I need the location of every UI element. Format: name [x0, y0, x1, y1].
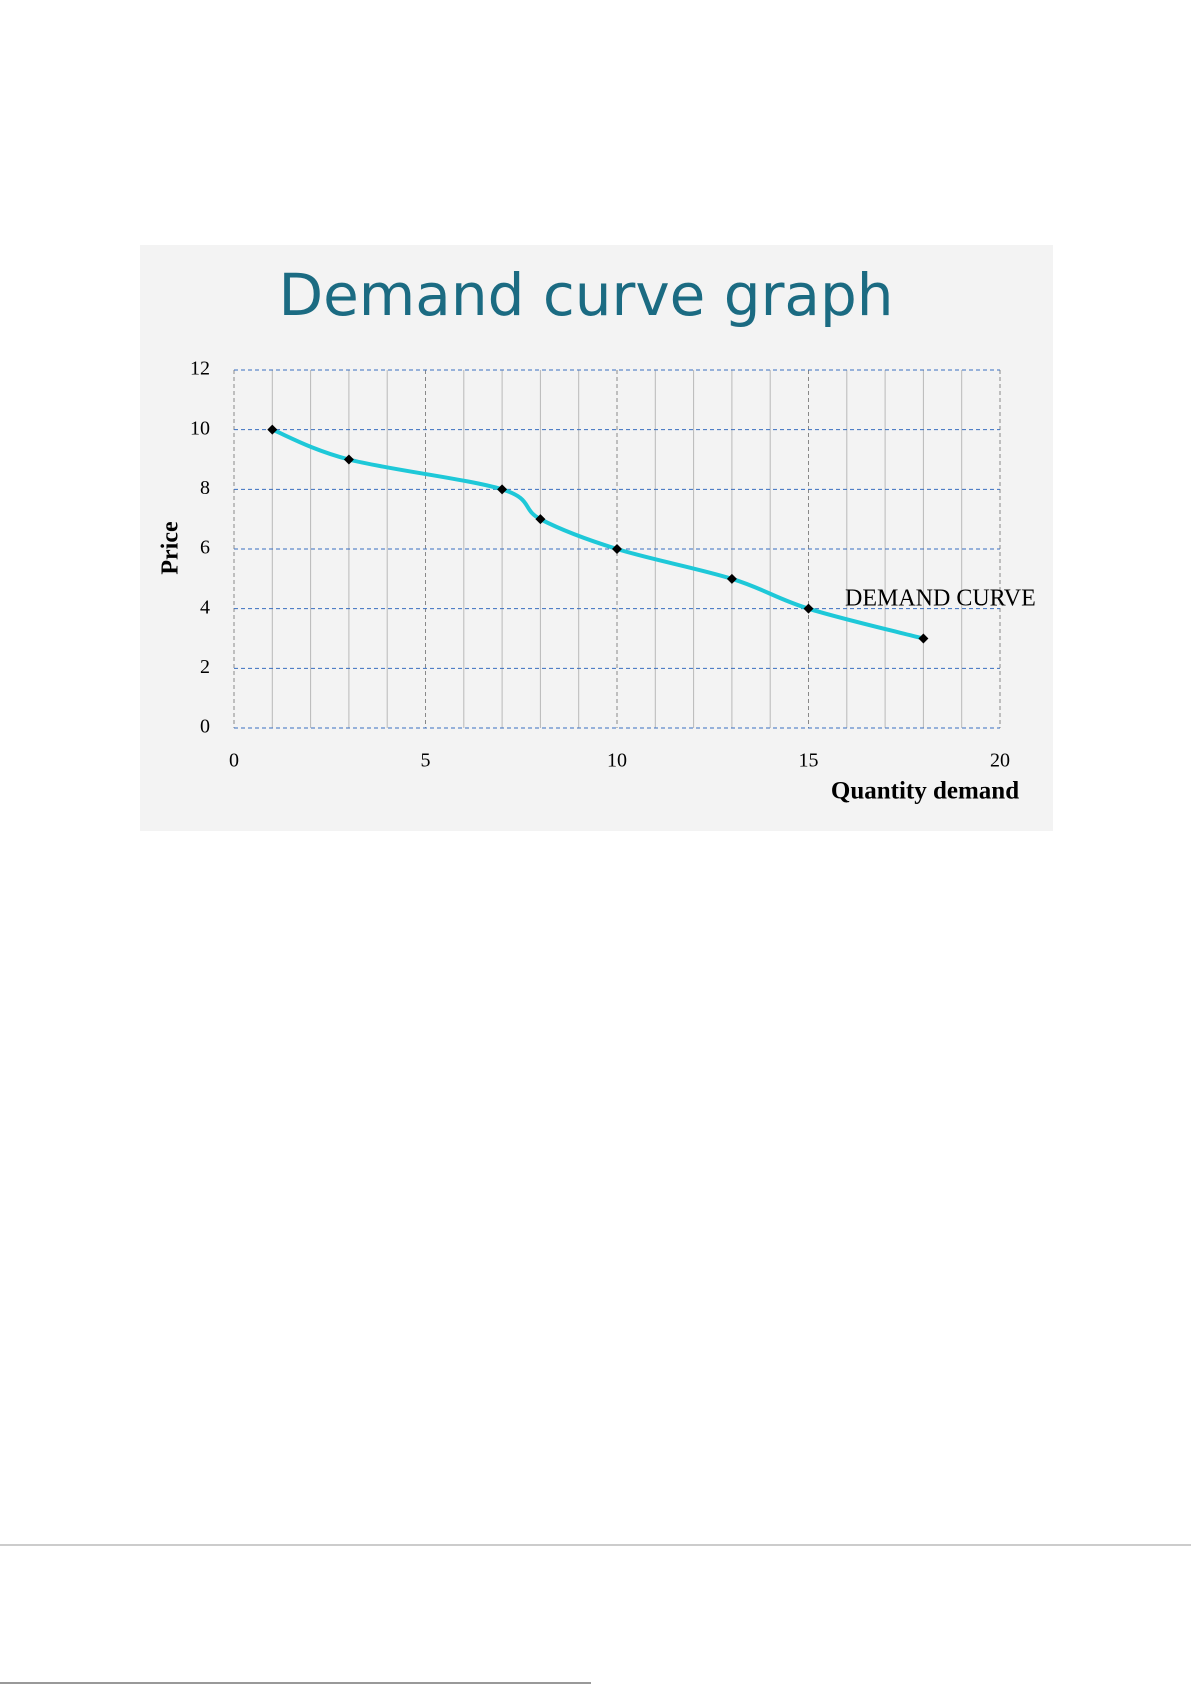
data-point — [497, 484, 508, 495]
data-point — [803, 603, 814, 614]
y-tick-label: 8 — [200, 477, 210, 499]
x-tick-label: 5 — [421, 750, 431, 772]
plot: 0 5 10 15 20 0 2 4 6 8 10 12 DEMAND CURVE — [190, 358, 1036, 772]
chart-background — [140, 245, 1053, 831]
x-tick-label: 15 — [799, 750, 819, 772]
y-tick-label: 0 — [200, 716, 210, 738]
data-point — [612, 544, 622, 554]
demand-line — [271, 427, 924, 641]
y-tick-label: 6 — [200, 537, 210, 559]
data-point — [343, 454, 354, 465]
series-label: DEMAND CURVE — [845, 586, 1036, 612]
x-tick-label: 20 — [990, 750, 1010, 772]
y-tick-label: 2 — [200, 656, 210, 678]
x-tick-label: 0 — [229, 750, 239, 772]
y-tick-label: 12 — [190, 358, 210, 380]
x-axis-label: Quantity demand — [831, 778, 1019, 805]
data-point — [726, 573, 737, 584]
x-tick-label: 10 — [607, 750, 627, 772]
y-axis-label: Price — [158, 521, 184, 575]
chart-title: Demand curve graph — [278, 261, 893, 329]
data-point — [535, 514, 546, 525]
data-point — [918, 633, 929, 644]
y-tick-label: 10 — [190, 417, 210, 439]
y-tick-label: 4 — [200, 596, 210, 618]
data-point — [267, 424, 278, 435]
